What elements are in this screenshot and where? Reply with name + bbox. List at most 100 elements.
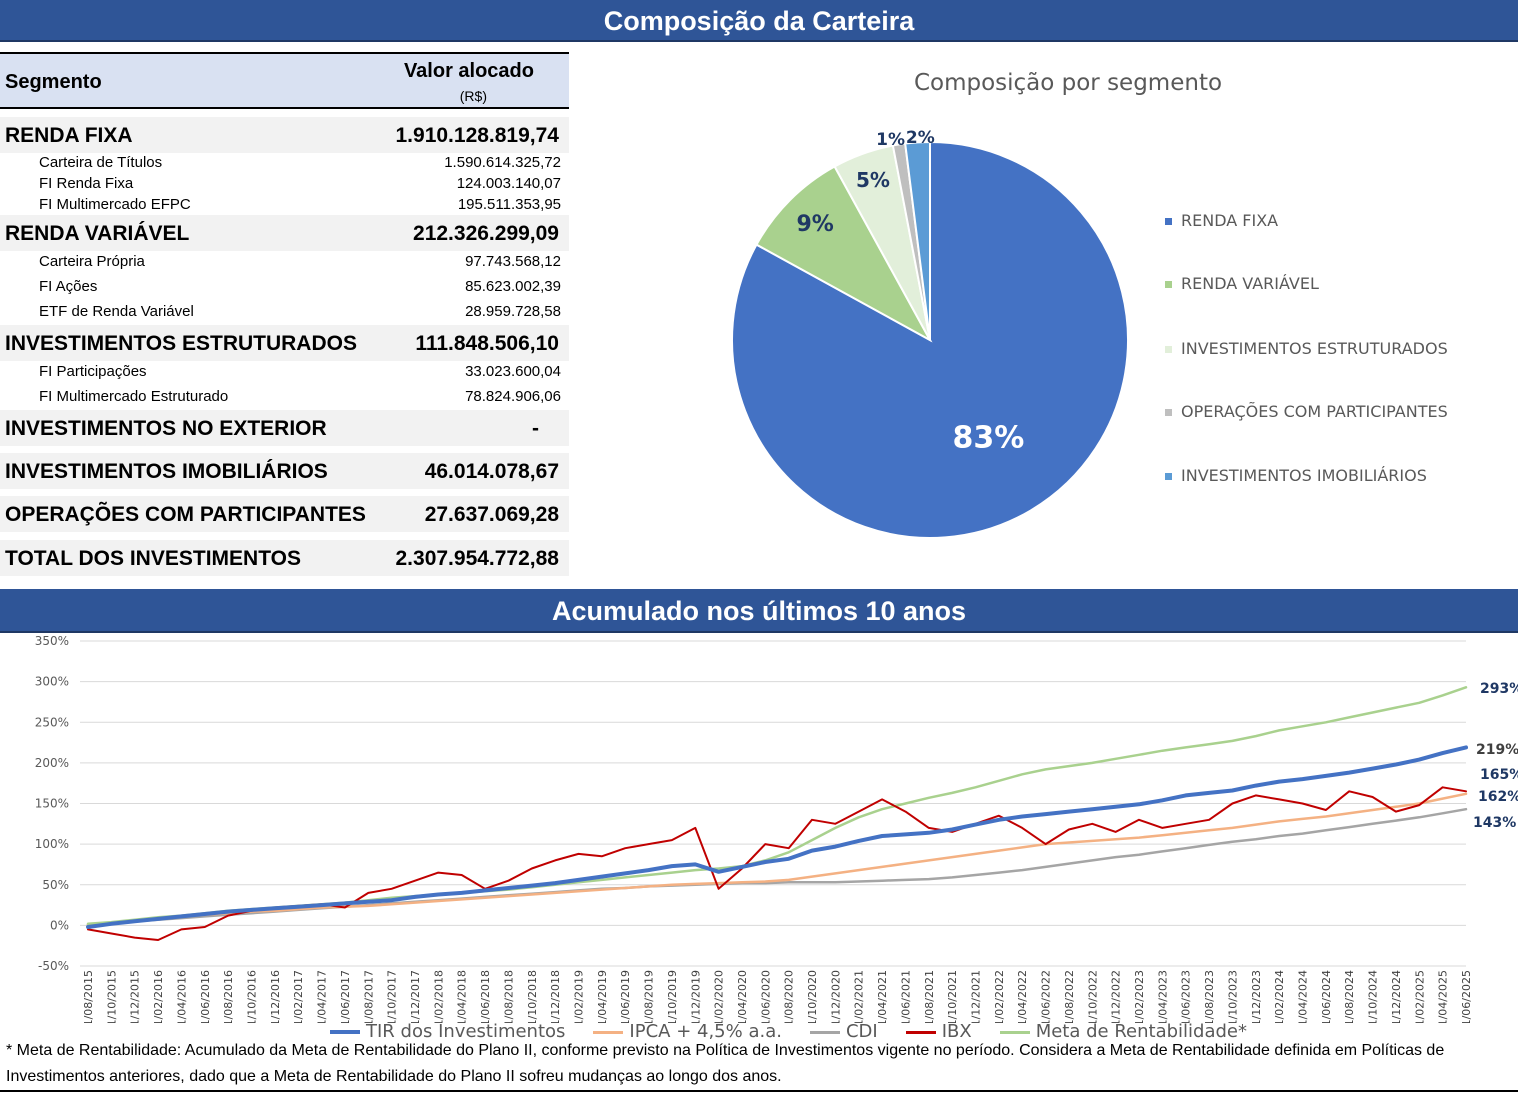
legend-line-swatch	[999, 1030, 1030, 1034]
pie-chart-title: Composição por segmento	[913, 70, 1223, 96]
x-tick-label: 01/02/2023	[1133, 970, 1146, 1023]
table-row-subsegment: Carteira Própria 97.743.568,12	[0, 251, 569, 272]
x-tick-label: 01/06/2016	[199, 970, 212, 1023]
x-tick-label: 01/10/2022	[1086, 970, 1099, 1023]
x-tick-label: 01/06/2025	[1460, 970, 1473, 1023]
row-label: Carteira de Títulos	[39, 154, 163, 171]
x-tick-label: 01/08/2024	[1343, 970, 1356, 1023]
row-value: 1.590.614.325,72	[444, 154, 561, 171]
x-tick-label: 01/06/2021	[899, 970, 912, 1023]
row-label: INVESTIMENTOS NO EXTERIOR	[5, 417, 327, 440]
pie-data-label: 83%	[953, 420, 1025, 455]
x-tick-label: 01/04/2025	[1437, 970, 1450, 1023]
pie-legend-item: INVESTIMENTOS IMOBILIÁRIOS	[1165, 466, 1427, 485]
x-tick-label: 01/04/2020	[736, 970, 749, 1023]
line-legend-item: Meta de Rentabilidade*	[999, 1021, 1247, 1042]
x-tick-label: 01/06/2024	[1320, 970, 1333, 1023]
y-tick-label: 300%	[35, 675, 69, 689]
legend-swatch	[1165, 218, 1172, 225]
series-line	[87, 786, 1467, 941]
x-tick-label: 01/02/2019	[572, 970, 585, 1023]
x-tick-label: 01/06/2019	[619, 970, 632, 1023]
row-label: INVESTIMENTOS IMOBILIÁRIOS	[5, 460, 328, 483]
table-row-segment: INVESTIMENTOS ESTRUTURADOS 111.848.506,10	[0, 325, 569, 361]
x-tick-label: 01/12/2019	[689, 970, 702, 1023]
row-value: 212.326.299,09	[413, 222, 559, 245]
row-value: 195.511.353,95	[457, 196, 561, 213]
row-value: 33.023.600,04	[465, 363, 561, 380]
x-tick-label: 01/02/2018	[432, 970, 445, 1023]
table-row-segment: RENDA FIXA 1.910.128.819,74	[0, 117, 569, 153]
x-tick-label: 01/12/2024	[1390, 970, 1403, 1023]
y-tick-label: 0%	[50, 918, 69, 932]
row-value: 78.824.906,06	[465, 388, 561, 405]
x-tick-label: 01/08/2016	[222, 970, 235, 1023]
y-tick-label: 150%	[35, 797, 69, 811]
table-row-subsegment: FI Multimercado EFPC 195.511.353,95	[0, 194, 569, 215]
series-line	[86, 792, 1468, 926]
table-row-subsegment: Carteira de Títulos 1.590.614.325,72	[0, 152, 569, 173]
row-value: -	[532, 417, 539, 440]
series-line	[86, 686, 1468, 926]
x-tick-label: 01/10/2019	[666, 970, 679, 1023]
series-end-label: 162%	[1478, 789, 1518, 805]
row-value: 111.848.506,10	[415, 332, 559, 355]
row-label: FI Participações	[39, 363, 147, 380]
x-tick-label: 01/12/2015	[129, 970, 142, 1023]
pie-legend-item: OPERAÇÕES COM PARTICIPANTES	[1165, 402, 1448, 421]
row-label: FI Multimercado EFPC	[39, 196, 191, 213]
x-tick-label: 01/04/2022	[1016, 970, 1029, 1023]
x-tick-label: 01/10/2024	[1367, 970, 1380, 1023]
x-tick-label: 01/02/2020	[713, 970, 726, 1023]
line-legend-item: IPCA + 4,5% a.a.	[593, 1021, 782, 1042]
pie-chart: 83% 9% 5% 1% 2%	[731, 128, 1129, 539]
row-value: 2.307.954.772,88	[395, 547, 560, 570]
series-end-label: 143%	[1473, 815, 1516, 831]
line-chart: 350% 300% 250% 200% 150% 100% 50% 0% -50% 01/08/2…	[35, 634, 1518, 1023]
x-tick-label: 01/04/2019	[596, 970, 609, 1023]
table-header: Segmento Valor alocado (R$)	[0, 52, 569, 109]
y-tick-label: 100%	[35, 837, 69, 851]
legend-swatch	[1165, 281, 1172, 288]
pie-slice	[904, 140, 931, 341]
x-tick-label: 01/02/2024	[1273, 970, 1286, 1023]
series-end-label: 293%	[1480, 681, 1518, 697]
x-tick-label: 01/12/2021	[970, 970, 983, 1023]
row-label: TOTAL DOS INVESTIMENTOS	[5, 547, 301, 570]
legend-label: CDI	[845, 1021, 878, 1042]
x-tick-label: 01/04/2016	[175, 970, 188, 1023]
x-tick-label: 01/08/2019	[643, 970, 656, 1023]
legend-label: RENDA FIXA	[1181, 211, 1279, 230]
legend-swatch	[1165, 473, 1172, 480]
pie-legend-item: RENDA VARIÁVEL	[1165, 274, 1319, 293]
x-tick-label: 01/12/2020	[829, 970, 842, 1023]
row-label: ETF de Renda Variável	[39, 303, 194, 320]
x-tick-label: 01/10/2016	[245, 970, 258, 1023]
legend-label: RENDA VARIÁVEL	[1181, 274, 1319, 293]
legend-swatch	[1165, 346, 1172, 353]
column-header-value: Valor alocado	[403, 60, 534, 82]
x-tick-label: 01/10/2020	[806, 970, 819, 1023]
legend-label: IPCA + 4,5% a.a.	[629, 1021, 782, 1042]
x-tick-label: 01/06/2022	[1040, 970, 1053, 1023]
x-tick-label: 01/08/2017	[362, 970, 375, 1023]
row-label: RENDA FIXA	[5, 124, 133, 147]
legend-swatch	[1165, 409, 1172, 416]
row-value: 27.637.069,28	[424, 503, 559, 526]
series-end-label: 165%	[1480, 767, 1518, 783]
legend-label: Meta de Rentabilidade*	[1035, 1021, 1247, 1042]
legend-line-swatch	[809, 1030, 840, 1034]
x-tick-label: 01/08/2015	[82, 970, 95, 1023]
row-label: Carteira Própria	[39, 253, 145, 270]
table-row-subsegment: ETF de Renda Variável 28.959.728,58	[0, 301, 569, 322]
line-legend: TIR dos Investimentos IPCA + 4,5% a.a. CDI…	[330, 1021, 1275, 1042]
table-row-subsegment: FI Renda Fixa 124.003.140,07	[0, 173, 569, 194]
footnote: * Meta de Rentabilidade: Acumulado da Me…	[6, 1042, 1445, 1085]
x-tick-label: 01/08/2018	[502, 970, 515, 1023]
line-legend-item: CDI	[809, 1021, 878, 1042]
legend-line-swatch	[905, 1030, 936, 1034]
x-tick-label: 01/12/2016	[269, 970, 282, 1023]
row-label: FI Ações	[39, 278, 98, 295]
x-tick-label: 01/06/2023	[1180, 970, 1193, 1023]
x-tick-label: 01/12/2022	[1110, 970, 1123, 1023]
